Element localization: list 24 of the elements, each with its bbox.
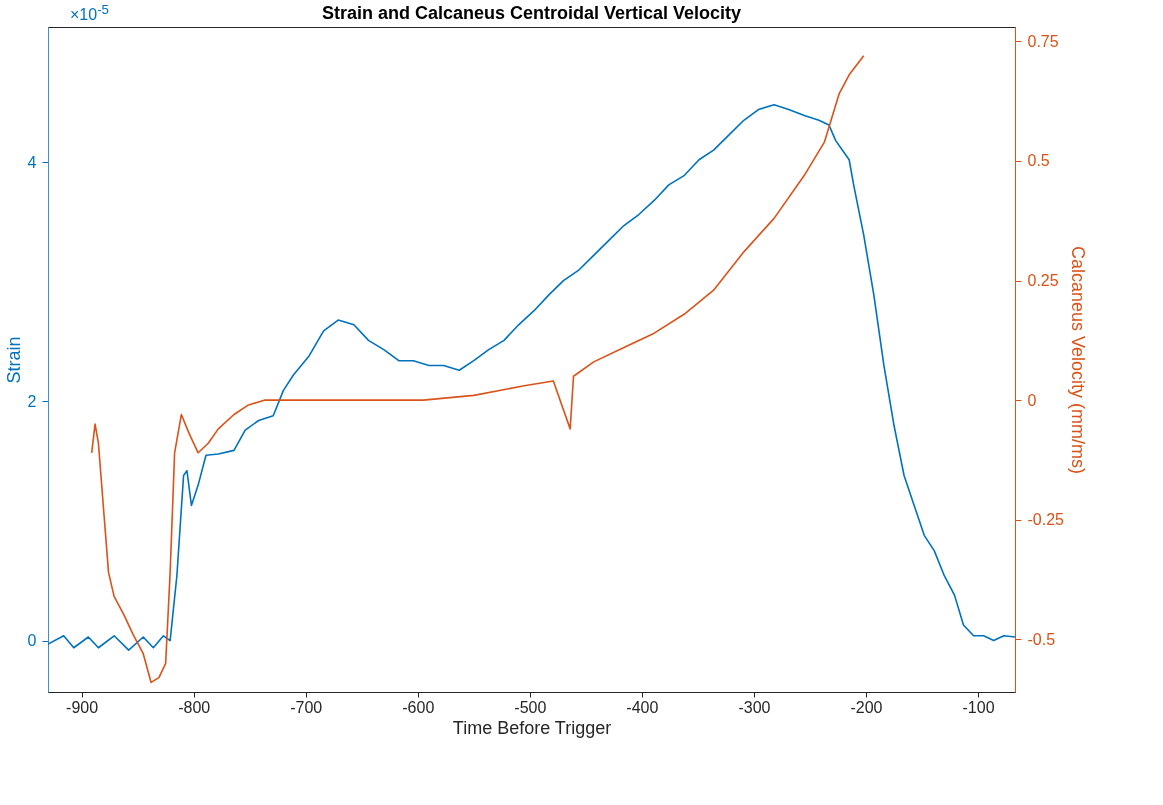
y2-tick-label: -0.25 xyxy=(1027,511,1065,529)
x-tick-label: -400 xyxy=(626,698,659,716)
y2-tick-label: -0.5 xyxy=(1027,630,1056,648)
y-tick-label: 0 xyxy=(27,632,37,650)
y2-tick-label: 0.5 xyxy=(1027,152,1050,170)
x-axis-title: Time Before Trigger xyxy=(452,717,612,738)
line-series xyxy=(90,54,865,684)
x-tick-label: -300 xyxy=(738,698,771,716)
y-axis-title: Strain xyxy=(3,336,24,384)
x-tick-label: -800 xyxy=(178,698,211,716)
x-tick-label: -900 xyxy=(66,698,99,716)
y-tick-label: 4 xyxy=(27,153,37,171)
y2-tick-label: 0 xyxy=(1027,391,1037,409)
y2-axis-title: Calcaneus Velocity (mm/ms) xyxy=(1067,245,1088,475)
y-tick-label: 2 xyxy=(27,392,37,410)
x-tick-label: -200 xyxy=(850,698,883,716)
text: ×10$^{-5}$ xyxy=(70,2,109,25)
x-tick-label: -600 xyxy=(402,698,435,716)
y2-tick-label: 0.75 xyxy=(1027,32,1059,50)
y2-tick-label: 0.25 xyxy=(1027,272,1059,290)
x-tick-label: -700 xyxy=(290,698,323,716)
x-tick-label: -500 xyxy=(514,698,547,716)
x-tick-label: -100 xyxy=(962,698,995,716)
chart-title: Strain and Calcaneus Centroidal Vertical Velocity xyxy=(321,3,742,23)
